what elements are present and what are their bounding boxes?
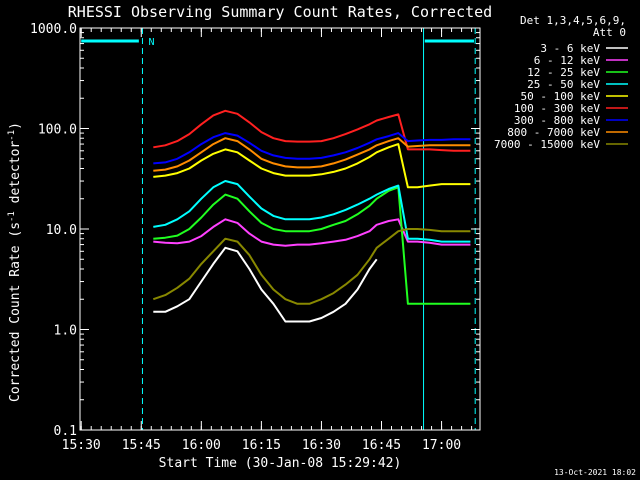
legend-entry: 6 - 12 keV [534,54,601,67]
series-lines [152,109,471,323]
flag-label: N [148,37,154,48]
series-line [153,143,471,189]
series-line [153,109,471,152]
x-tick-label: 17:00 [422,438,461,453]
y-axis-label: Corrected Count Rate (s-1 detector-1) [7,122,23,402]
series-line [153,180,471,243]
chart-title: RHESSI Observing Summary Count Rates, Co… [68,3,492,21]
y-tick-label: 0.1 [54,424,77,439]
x-axis-label: Start Time (30-Jan-08 15:29:42) [159,456,402,471]
legend-entry: 12 - 25 keV [527,66,600,79]
legend-header: Att 0 [593,26,626,39]
x-tick-label: 16:30 [302,438,341,453]
series-line [153,137,471,172]
y-axis-label-main: Corrected Count Rate (s [8,222,23,402]
legend-entry: 100 - 300 keV [514,102,600,115]
series-line [153,186,471,305]
legend-entry: 300 - 800 keV [514,114,600,127]
footer-date: 13-Oct-2021 18:02 [554,468,636,477]
y-tick-label: 10.0 [46,223,77,238]
x-tick-label: 15:30 [62,438,101,453]
y-tick-label: 1.0 [54,324,77,339]
x-tick-label: 15:45 [122,438,161,453]
x-tick-label: 16:00 [182,438,221,453]
legend-entry: 7000 - 15000 keV [494,138,600,151]
legend-entry: 3 - 6 keV [540,42,600,55]
legend-entry: 800 - 7000 keV [507,126,600,139]
series-line [153,246,378,323]
y-axis-label-exp2: -1 [7,130,17,141]
legend-entry: 25 - 50 keV [527,78,600,91]
y-tick-label: 1000.0 [30,22,77,37]
x-tick-label: 16:15 [242,438,281,453]
series-line [153,132,471,165]
legend-entry: 50 - 100 keV [521,90,601,103]
series-line [152,228,471,305]
legend-header: Det 1,3,4,5,6,9, [520,14,626,27]
series-line [153,218,471,247]
x-axis: 15:30 15:45 16:00 16:15 16:30 16:45 17:00 [62,28,473,453]
y-axis-label-mid: detector [8,141,23,212]
x-tick-label: 16:45 [362,438,401,453]
y-axis: 0.1 1.0 10.0 100.0 1000.0 [30,22,480,439]
y-tick-label: 100.0 [38,123,77,138]
y-axis-label-exp1: -1 [7,211,17,222]
y-axis-label-end: ) [8,122,23,130]
